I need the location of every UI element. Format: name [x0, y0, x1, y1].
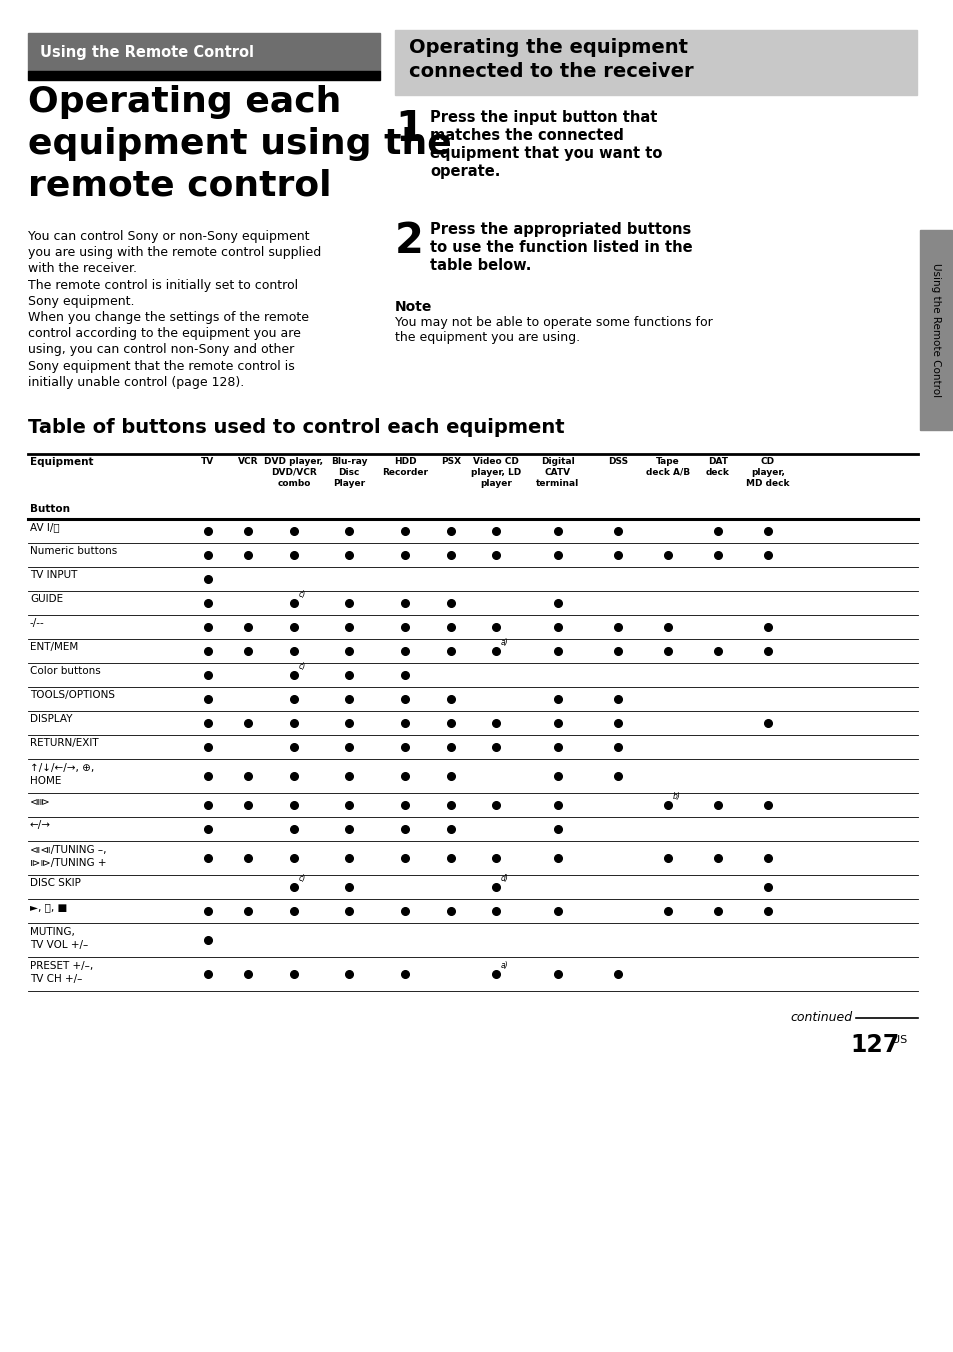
Text: matches the connected: matches the connected [430, 128, 623, 143]
Text: ←/→: ←/→ [30, 821, 51, 830]
Text: a): a) [500, 638, 508, 648]
Text: Blu-ray
Disc
Player: Blu-ray Disc Player [331, 457, 367, 488]
Text: 2: 2 [395, 220, 423, 262]
Text: Digital
CATV
terminal: Digital CATV terminal [536, 457, 579, 488]
Text: TV INPUT: TV INPUT [30, 571, 77, 580]
Text: Operating the equipment: Operating the equipment [409, 38, 687, 57]
Text: VCR: VCR [237, 457, 258, 466]
Text: ►, ⏸, ■: ►, ⏸, ■ [30, 902, 67, 913]
Text: GUIDE: GUIDE [30, 594, 63, 604]
Text: Tape
deck A/B: Tape deck A/B [645, 457, 689, 477]
Text: with the receiver.: with the receiver. [28, 262, 137, 276]
Text: the equipment you are using.: the equipment you are using. [395, 331, 579, 343]
Text: Button: Button [30, 504, 70, 514]
Text: operate.: operate. [430, 164, 500, 178]
Text: ↑/↓/←/→, ⊕,: ↑/↓/←/→, ⊕, [30, 763, 94, 773]
Text: 127: 127 [849, 1033, 899, 1057]
Text: d): d) [500, 873, 508, 883]
Text: You can control Sony or non-Sony equipment: You can control Sony or non-Sony equipme… [28, 230, 309, 243]
Text: b): b) [672, 792, 680, 800]
Text: using, you can control non-Sony and other: using, you can control non-Sony and othe… [28, 343, 294, 357]
Text: -/--: -/-- [30, 618, 45, 627]
Text: ⧏⧐: ⧏⧐ [30, 796, 51, 806]
Text: Numeric buttons: Numeric buttons [30, 546, 117, 556]
Text: TV CH +/–: TV CH +/– [30, 973, 82, 984]
Text: c): c) [298, 589, 306, 599]
Bar [919, 230, 951, 430]
Text: to use the function listed in the: to use the function listed in the [430, 241, 692, 256]
Text: Video CD
player, LD
player: Video CD player, LD player [471, 457, 520, 488]
Text: 1: 1 [395, 108, 423, 150]
Text: US: US [891, 1036, 906, 1045]
Text: control according to the equipment you are: control according to the equipment you a… [28, 327, 300, 341]
Text: TV VOL +/–: TV VOL +/– [30, 940, 89, 950]
Text: When you change the settings of the remote: When you change the settings of the remo… [28, 311, 309, 324]
Text: Press the input button that: Press the input button that [430, 110, 657, 124]
Text: Press the appropriated buttons: Press the appropriated buttons [430, 222, 691, 237]
Text: HOME: HOME [30, 776, 61, 786]
Text: RETURN/EXIT: RETURN/EXIT [30, 738, 98, 748]
Text: Sony equipment.: Sony equipment. [28, 295, 134, 308]
Text: CD
player,
MD deck: CD player, MD deck [745, 457, 789, 488]
Text: DSS: DSS [607, 457, 627, 466]
Text: remote control: remote control [28, 169, 331, 203]
Text: PSX: PSX [440, 457, 460, 466]
Text: table below.: table below. [430, 258, 531, 273]
Text: initially unable control (page 128).: initially unable control (page 128). [28, 376, 244, 389]
Text: MUTING,: MUTING, [30, 927, 74, 937]
Text: continued: continued [789, 1011, 851, 1023]
Text: Equipment: Equipment [30, 457, 93, 466]
Text: AV I/⏻: AV I/⏻ [30, 522, 59, 531]
Text: DVD player,
DVD/VCR
combo: DVD player, DVD/VCR combo [264, 457, 323, 488]
Text: HDD
Recorder: HDD Recorder [381, 457, 428, 477]
Text: c): c) [298, 873, 306, 883]
Text: ⧐⧐/TUNING +: ⧐⧐/TUNING + [30, 859, 107, 868]
Text: equipment using the: equipment using the [28, 127, 452, 161]
Bar [28, 72, 379, 80]
Bar [28, 32, 379, 72]
Text: Using the Remote Control: Using the Remote Control [930, 262, 940, 397]
Text: c): c) [298, 662, 306, 671]
Text: DISPLAY: DISPLAY [30, 714, 72, 725]
Text: ⧏⧏/TUNING –,: ⧏⧏/TUNING –, [30, 845, 107, 854]
Text: Operating each: Operating each [28, 85, 341, 119]
Text: TOOLS/OPTIONS: TOOLS/OPTIONS [30, 690, 115, 700]
Text: TV: TV [201, 457, 214, 466]
Text: equipment that you want to: equipment that you want to [430, 146, 661, 161]
Text: PRESET +/–,: PRESET +/–, [30, 961, 93, 971]
Text: Sony equipment that the remote control is: Sony equipment that the remote control i… [28, 360, 294, 373]
Text: ENT/MEM: ENT/MEM [30, 642, 78, 652]
Text: connected to the receiver: connected to the receiver [409, 62, 693, 81]
Text: Using the Remote Control: Using the Remote Control [40, 45, 253, 59]
Text: DISC SKIP: DISC SKIP [30, 877, 81, 888]
Text: Color buttons: Color buttons [30, 667, 101, 676]
Text: Table of buttons used to control each equipment: Table of buttons used to control each eq… [28, 418, 564, 437]
Text: DAT
deck: DAT deck [705, 457, 729, 477]
Bar [395, 30, 916, 95]
Text: Note: Note [395, 300, 432, 314]
Text: You may not be able to operate some functions for: You may not be able to operate some func… [395, 316, 712, 329]
Text: you are using with the remote control supplied: you are using with the remote control su… [28, 246, 321, 260]
Text: The remote control is initially set to control: The remote control is initially set to c… [28, 279, 297, 292]
Text: a): a) [500, 961, 508, 969]
